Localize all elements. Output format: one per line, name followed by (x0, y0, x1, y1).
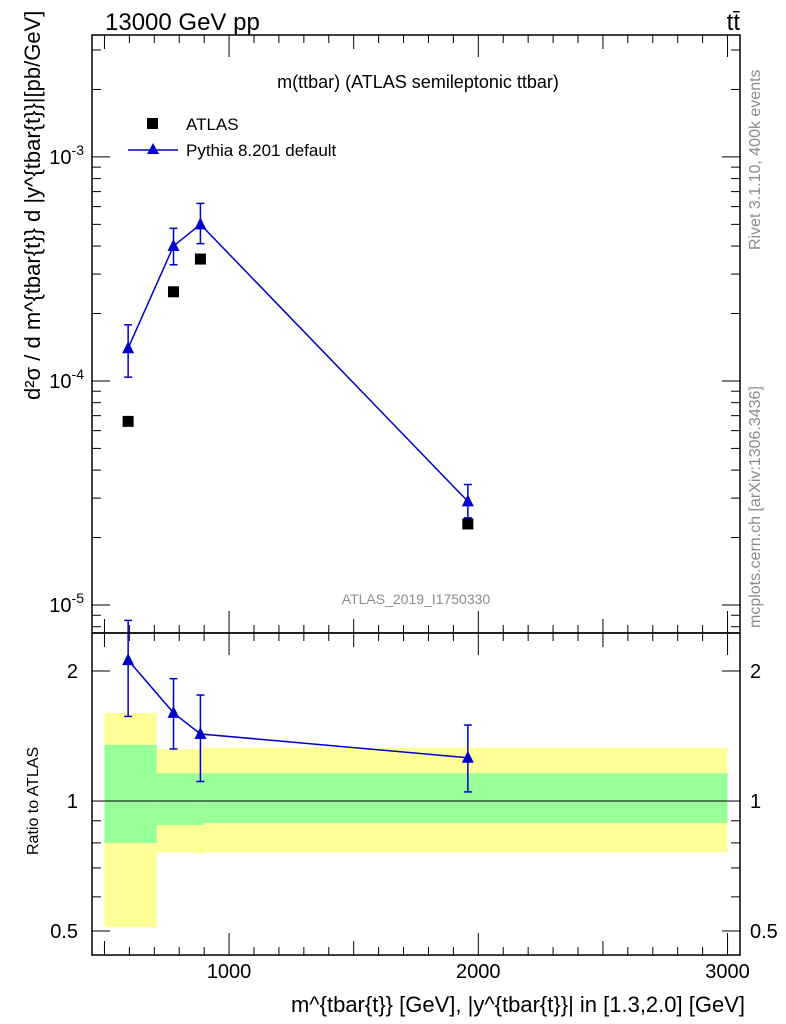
ratio-y-tick-label-right: 1 (750, 791, 761, 813)
atlas-point (122, 415, 134, 427)
mcplots-label: mcplots.cern.ch [arXiv:1306.3436] (747, 386, 764, 628)
ratio-y-tick-label: 1 (67, 791, 78, 813)
ratio-y-tick-label-right: 0.5 (750, 921, 778, 943)
x-axis-label: m^{tbar{t}} [GeV], |y^{tbar{t}}| in [1.3… (291, 992, 745, 1017)
ratio-y-axis-label: Ratio to ATLAS (25, 747, 42, 855)
main-panel: 10-5 10-4 10-3 m(ttbar) (ATLAS semileptoni… (20, 11, 741, 634)
header-energy: 13000 GeV pp (105, 9, 260, 36)
legend-pythia-label: Pythia 8.201 default (186, 141, 337, 160)
ratio-band-green (204, 773, 728, 823)
legend-atlas-marker (147, 118, 158, 129)
ratio-band-green (104, 744, 157, 843)
main-title: m(ttbar) (ATLAS semileptonic ttbar) (277, 72, 559, 92)
x-tick-label: 1000 (207, 961, 252, 983)
atlas-point (194, 253, 206, 265)
main-y-tick-label: 10-5 (49, 590, 84, 617)
legend-pythia-marker (147, 143, 159, 154)
x-tick-label: 2000 (456, 961, 501, 983)
pythia-point (194, 217, 207, 230)
ratio-pythia-point (167, 705, 180, 718)
main-y-tick-label: 10-4 (49, 366, 84, 393)
legend-atlas-label: ATLAS (186, 115, 239, 134)
watermark: ATLAS_2019_I1750330 (342, 591, 491, 607)
ratio-pythia-point (122, 653, 135, 666)
header-process: tt̄ (727, 9, 741, 36)
ratio-band-green (156, 773, 195, 826)
legend: ATLAS Pythia 8.201 default (128, 115, 337, 160)
atlas-point (167, 286, 179, 298)
rivet-label: Rivet 3.1.10, 400k events (747, 69, 764, 250)
x-tick-label: 3000 (705, 961, 750, 983)
ratio-y-tick-label-right: 2 (750, 661, 761, 683)
pythia-point (461, 494, 474, 507)
ratio-band-green (194, 773, 205, 826)
pythia-point (167, 239, 180, 252)
ratio-pythia-point (461, 750, 474, 763)
ratio-pythia-line (127, 659, 468, 759)
pythia-point (122, 341, 135, 354)
ratio-y-tick-label: 2 (67, 661, 78, 683)
atlas-point (462, 518, 474, 530)
ratio-frame (91, 632, 741, 956)
ratio-pythia-point (194, 726, 207, 739)
main-y-tick-label: 10-3 (49, 142, 84, 169)
ratio-y-tick-label: 0.5 (50, 921, 78, 943)
main-y-axis-label: d²σ / d m^{tbar{t}} d |y^{tbar{t}}|[pb/G… (20, 11, 45, 400)
pythia-line (127, 223, 469, 502)
